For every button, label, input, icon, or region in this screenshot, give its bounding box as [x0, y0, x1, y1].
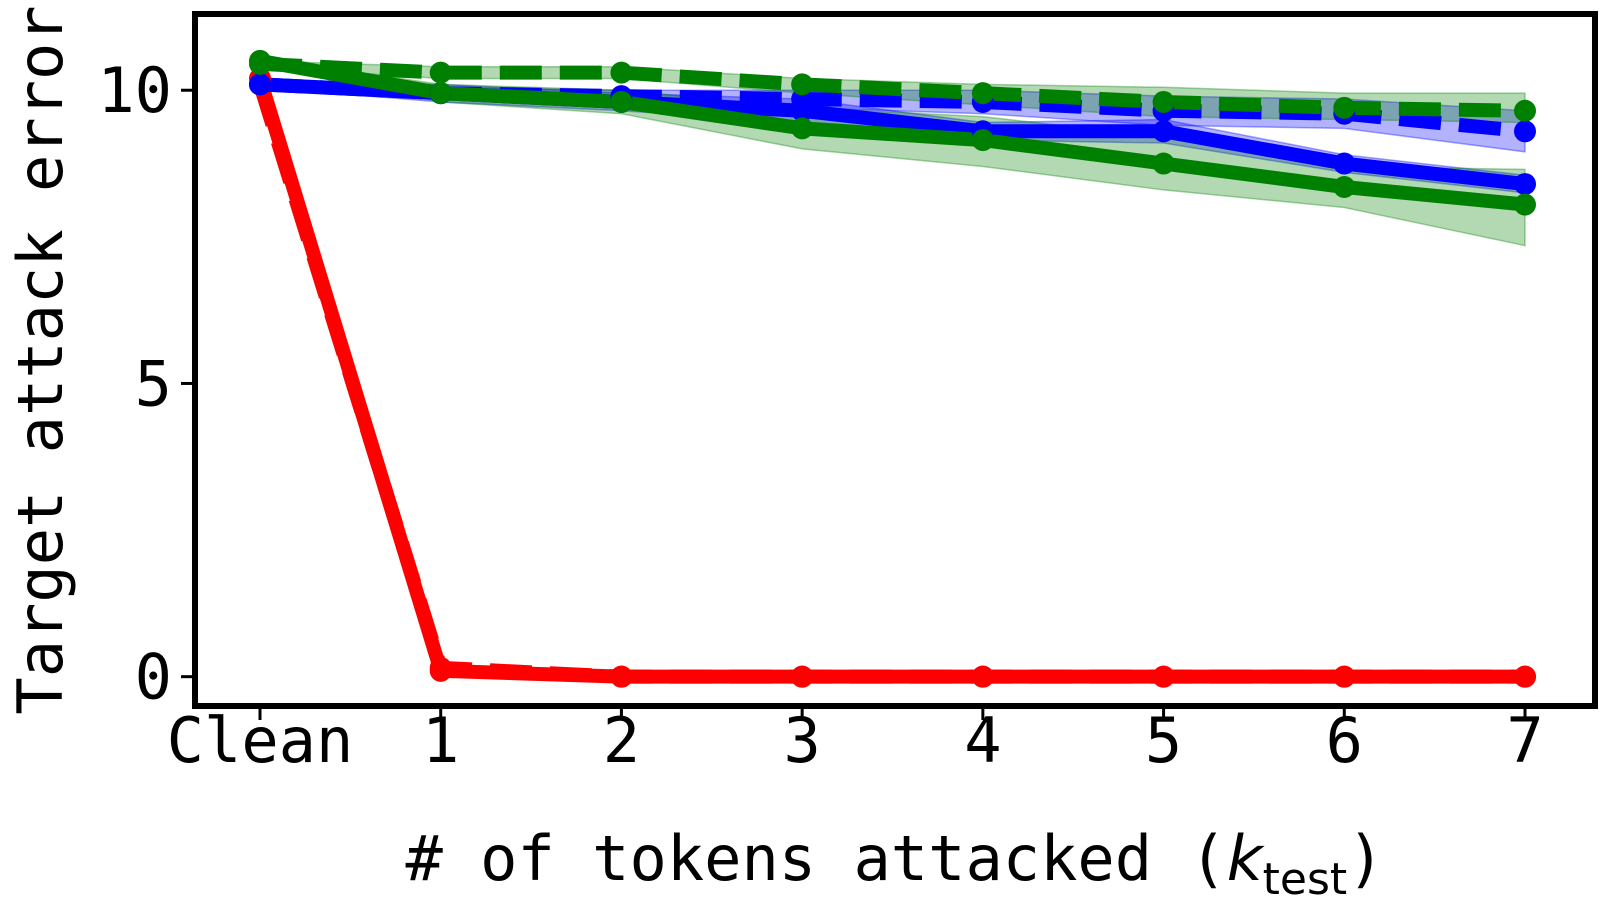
point-series-1-6	[1333, 665, 1356, 688]
line-series-5	[259, 56, 1526, 118]
point-series-4-2	[610, 90, 633, 113]
line-series-4	[253, 53, 1532, 212]
point-series-4-4	[971, 129, 994, 152]
x-tick-label: 1	[422, 704, 459, 777]
point-series-1-5	[1152, 665, 1175, 688]
point-series-1-2	[610, 665, 633, 688]
x-tick-label: 3	[783, 704, 820, 777]
series-points	[249, 49, 1536, 688]
point-series-1-4	[971, 665, 994, 688]
point-series-3-0	[249, 73, 271, 96]
point-series-5-6	[1333, 96, 1356, 119]
point-series-1-3	[791, 665, 814, 688]
x-tick-label: 4	[964, 704, 1001, 777]
point-series-5-5	[1152, 90, 1175, 113]
y-tick-label: 5	[135, 347, 172, 420]
point-series-5-0	[249, 52, 271, 75]
point-series-2-6	[1333, 152, 1356, 175]
point-series-4-6	[1333, 176, 1356, 198]
point-series-5-4	[971, 82, 994, 105]
point-series-4-7	[1514, 193, 1536, 216]
x-axis-ticks: Clean 1 2 3 4 5 6 7	[167, 704, 1544, 777]
point-series-5-2	[610, 61, 633, 84]
plot-frame	[192, 11, 1598, 709]
point-series-2-5	[1152, 120, 1175, 143]
x-tick-label: Clean	[167, 704, 354, 777]
x-tick-label: 5	[1145, 704, 1182, 777]
point-series-3-7	[1514, 120, 1536, 143]
point-series-1-1	[429, 659, 452, 682]
x-tick-label: 6	[1326, 704, 1363, 777]
x-axis-title: # of tokens attacked (ktest)	[406, 822, 1385, 901]
point-series-5-3	[791, 73, 814, 96]
point-series-5-7	[1514, 99, 1536, 122]
series-lines	[253, 53, 1532, 684]
line-series-1	[253, 71, 1532, 684]
point-series-2-7	[1514, 173, 1536, 196]
y-axis-title: Target attack error	[4, 5, 77, 714]
y-tick-label: 10	[97, 54, 172, 127]
y-tick-label: 0	[135, 641, 172, 714]
point-series-1-7	[1514, 665, 1536, 688]
point-series-4-1	[429, 82, 452, 105]
point-series-5-1	[429, 61, 452, 84]
x-tick-label: 2	[603, 704, 640, 777]
x-tick-label: 7	[1506, 704, 1543, 777]
point-series-4-5	[1152, 152, 1175, 175]
point-series-4-3	[791, 117, 814, 140]
y-axis-ticks: 0 5 10	[97, 54, 192, 714]
